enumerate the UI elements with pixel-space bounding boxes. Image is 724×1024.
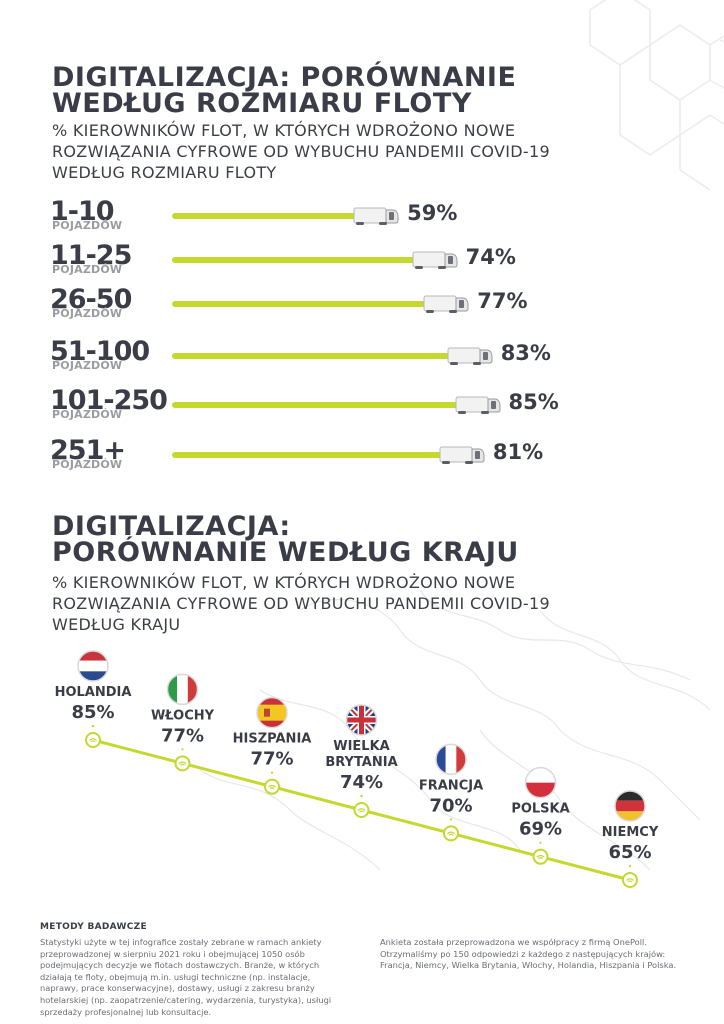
fleet-value-label: 74% [465,245,516,269]
methods-right-line: Ankieta została przeprowadzona we współp… [380,937,647,947]
country-name-label: HISZPANIA [233,732,312,747]
fleet-row: 11-25 POJAZDÓW 74% [0,242,724,292]
country-point [532,848,549,865]
country-name-label: WIELKA [333,739,389,754]
country-value-label: 77% [250,749,293,770]
wifi-icon [357,808,366,813]
methods-left-line: sprzedaży profesjonalnej lub konsultacje… [40,1006,212,1017]
italy-flag [166,673,199,706]
wifi-icon [626,878,634,883]
country-point [85,732,101,748]
fleet-row: 1-10 POJAZDÓW 59% [0,198,724,248]
fleet-range-label: 26-50 [50,284,132,315]
country-point [353,802,370,818]
van-icon [423,295,469,313]
methods-left-line: podejmujących decyzje we flotach dostawc… [40,960,320,971]
fleet-bar [172,353,461,359]
hexagon-decoration [589,0,724,191]
country-point [622,872,638,888]
fleet-bar [172,213,368,219]
van-icon [412,251,458,269]
fleet-unit-label: POJAZDÓW [52,458,123,471]
methods-right-line: Otrzymaliśmy po 150 odpowiedzi z każdego… [380,948,666,959]
netherlands-flag [77,650,109,682]
country-name-label: WŁOCHY [151,708,215,723]
van-icon [455,396,500,414]
country-title-line2: PORÓWNANIE WEDŁUG KRAJU [52,537,519,568]
fleet-size-subtitle-line3: WEDŁUG ROZMIARU FLOTY [52,163,277,182]
country-subtitle-line1: % KIEROWNIKÓW FLOT, W KTÓRYCH WDROŻONO N… [52,573,516,592]
fleet-bar [172,257,426,263]
spain-flag [256,696,288,729]
fleet-unit-label: POJAZDÓW [52,359,123,372]
country-value-label: 74% [340,772,383,793]
fleet-row: 51-100 POJAZDÓW 83% [0,338,724,388]
fleet-row: 101-250 POJAZDÓW 85% [0,387,724,437]
fleet-row: 26-50 POJAZDÓW 77% [0,286,724,336]
country-subtitle-line3: WEDŁUG KRAJU [52,615,181,634]
methods-left-line: przeprowadzonej w sierpniu 2021 roku i o… [40,948,305,959]
poland-flag [524,766,557,799]
fleet-value-label: 59% [407,201,458,225]
van-icon [447,347,493,365]
fleet-unit-label: POJAZDÓW [52,408,123,421]
fleet-value-label: 85% [508,390,559,414]
country-name-label: NIEMCY [602,825,659,840]
france-flag [435,743,467,776]
methods-left-line: Statystyki użyte w tej infografice zosta… [40,937,322,947]
country-point [264,778,280,795]
fleet-range-label: 1-10 [50,196,115,227]
country-name-label: FRANCJA [419,778,483,793]
methods-left-line: działają te floty, obejmują m.in. usługi… [40,971,311,982]
country-value-label: 69% [519,819,562,840]
methods-left-line: hotelarskiej (np. zaopatrzenie/catering,… [40,994,332,1005]
country-point [443,825,459,842]
fleet-range-label: 101-250 [50,385,168,416]
fleet-row: 251+ POJAZDÓW 81% [0,437,724,487]
fleet-unit-label: POJAZDÓW [52,307,123,320]
fleet-range-label: 251+ [50,435,126,466]
fleet-size-title-line2: WEDŁUG ROZMIARU FLOTY [52,88,472,119]
fleet-size-subtitle-line2: ROZWIĄZANIA CYFROWE OD WYBUCHU PANDEMII … [52,142,550,161]
wifi-icon [447,831,455,836]
country-value-label: 65% [608,842,651,863]
wifi-icon [89,738,97,743]
methods-left-line: naprawy, prace konserwacyjne), dostawy, … [40,983,315,994]
country-name-label: POLSKA [511,802,569,817]
fleet-value-label: 83% [500,341,551,365]
fleet-bar [172,402,469,408]
wifi-icon [178,761,187,766]
fleet-size-title-line1: DIGITALIZACJA: PORÓWNANIE [52,62,517,93]
fleet-value-label: 77% [477,289,528,313]
country-title-line1: DIGITALIZACJA: [52,511,291,542]
fleet-unit-label: POJAZDÓW [52,263,123,276]
van-icon [353,207,399,225]
fleet-bar [172,452,453,458]
fleet-value-label: 81% [492,440,544,464]
country-value-label: 77% [161,725,204,746]
methods-right-line: Francja, Niemcy, Wielka Brytania, Włochy… [380,960,677,971]
methods-text-left: Statystyki użyte w tej infografice zosta… [40,937,360,1018]
country-value-label: 85% [71,702,114,723]
fleet-unit-label: POJAZDÓW [52,219,123,232]
wifi-icon [268,784,276,790]
germany-flag [614,790,646,822]
methods-text-right: Ankieta została przeprowadzona we współp… [380,937,710,972]
europe-map-background [199,589,711,871]
fleet-range-label: 51-100 [50,336,150,367]
country-line-chart: HOLANDIA 85% WŁOCHY 77% HISZPANIA 77% WIELKABR… [55,650,659,888]
fleet-bar [172,301,438,307]
uk-flag [345,704,378,736]
country-point [174,755,191,772]
methods-title: METODY BADAWCZE [40,922,147,932]
van-icon [439,446,485,464]
wifi-icon [536,854,545,860]
country-value-label: 70% [429,795,472,816]
country-name-label: HOLANDIA [55,685,132,700]
country-name-label: BRYTANIA [325,755,397,770]
fleet-range-label: 11-25 [50,240,132,271]
country-subtitle-line2: ROZWIĄZANIA CYFROWE OD WYBUCHU PANDEMII … [52,594,550,613]
fleet-size-subtitle-line1: % KIEROWNIKÓW FLOT, W KTÓRYCH WDROŻONO N… [52,121,516,140]
